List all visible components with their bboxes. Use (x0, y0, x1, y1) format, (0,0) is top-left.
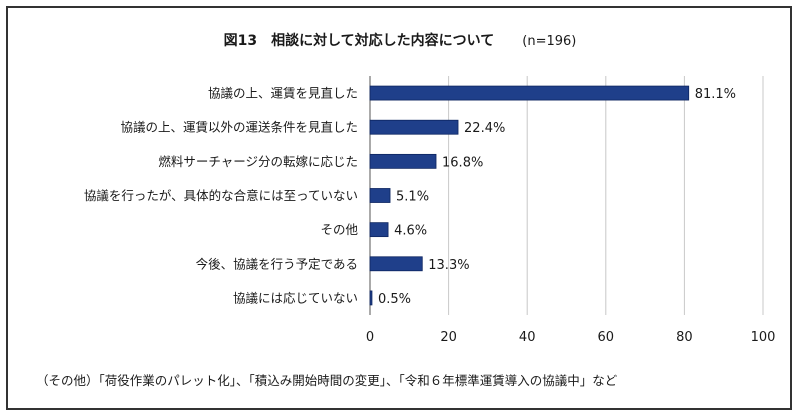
bar (369, 188, 391, 203)
category-label: その他 (320, 222, 358, 237)
data-label: 5.1% (396, 190, 429, 205)
x-tick-label: 0 (366, 330, 374, 345)
category-label: 協議の上、運賃以外の運送条件を見直した (120, 120, 358, 135)
bar (369, 119, 459, 135)
x-tick-label: 40 (519, 330, 536, 345)
chart-title: 図13 相談に対して対応した内容について (223, 33, 495, 49)
x-tick-label: 100 (751, 330, 776, 345)
bar (369, 256, 423, 272)
data-label: 16.8% (442, 155, 483, 170)
chart-title-row: 図13 相談に対して対応した内容について (n=196) (0, 30, 800, 50)
data-label: 4.6% (394, 224, 427, 239)
bar (369, 222, 389, 238)
category-label: 協議の上、運賃を見直した (208, 86, 358, 101)
footnote: （その他）「荷役作業のパレット化」、「積込み開始時間の変更」、「令和６年標準運賃… (36, 373, 618, 388)
data-label: 81.1% (695, 87, 736, 102)
bar (369, 153, 437, 169)
data-label: 0.5% (378, 292, 411, 307)
bar (369, 85, 690, 101)
x-tick-label: 80 (676, 330, 693, 345)
sample-size-note: (n=196) (522, 34, 577, 49)
category-label: 今後、協議を行う予定である (196, 256, 358, 271)
chart-frame (6, 6, 792, 410)
data-label: 22.4% (464, 121, 505, 136)
category-label: 協議には応じていない (233, 290, 358, 305)
x-tick-label: 60 (598, 330, 615, 345)
x-tick-label: 20 (440, 330, 457, 345)
category-label: 協議を行ったが、具体的な合意には至っていない (84, 188, 358, 203)
data-label: 13.3% (428, 258, 469, 273)
category-label: 燃料サーチャージ分の転嫁に応じた (158, 154, 358, 169)
bar (369, 290, 373, 306)
